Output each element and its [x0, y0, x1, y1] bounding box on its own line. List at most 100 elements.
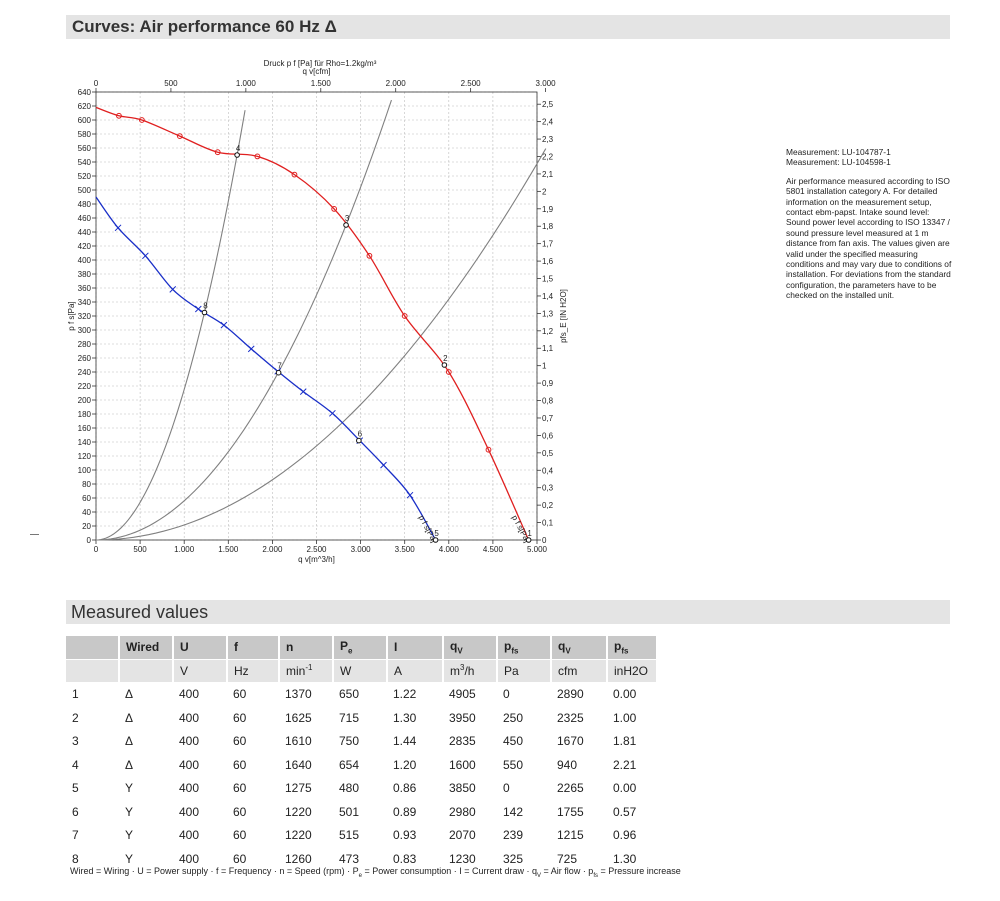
system-curve	[95, 110, 246, 541]
series-marker-circle	[138, 117, 145, 123]
series-marker-circle	[176, 133, 183, 139]
y-tick-label: 220	[78, 382, 92, 391]
table-cell: 1600	[443, 753, 497, 777]
table-cell: Δ	[119, 682, 173, 707]
x-tick-label: 0	[94, 545, 99, 554]
table-row: 6 Y 400 60 1220 501 0.89 2980 142 1755 0.57	[66, 800, 657, 824]
x2-tick-label: 2.500	[461, 79, 482, 88]
air-performance-chart: 0 500 1.000 1.500 2.000 2.500 3.000 3.500 4.000 4…	[67, 59, 568, 564]
table-cell: min-1	[279, 659, 334, 683]
y-tick-label: 140	[78, 438, 92, 447]
table-cell: V	[173, 659, 228, 683]
y-tick-label: 320	[78, 312, 92, 321]
operating-point-marker	[525, 537, 532, 543]
chart-title: Druck p f [Pa] für Rho=1.2kg/m³	[264, 59, 377, 68]
table-cell: 473	[333, 847, 387, 871]
table-cell: Y	[119, 823, 173, 848]
table-cell: Hz	[227, 659, 280, 683]
table-cell: pfs	[607, 636, 658, 660]
operating-point-label: 4	[236, 144, 241, 153]
x2-tick-label: 3.000	[536, 79, 557, 88]
series-marker-circle	[445, 369, 452, 375]
y-tick-label: 240	[78, 368, 92, 377]
table-cell: pfs	[497, 636, 552, 660]
y2-tick-label: 0,7	[542, 414, 554, 423]
table-cell	[66, 636, 120, 660]
y-tick-label: 260	[78, 354, 92, 363]
legend-part-a: Wired = Wiring · U = Power supply · f = …	[70, 866, 359, 876]
table-legend: Wired = Wiring · U = Power supply · f = …	[70, 866, 681, 879]
y-tick-label: 440	[78, 228, 92, 237]
table-cell: 1670	[551, 729, 607, 754]
series-marker-cross	[406, 491, 414, 499]
y-tick-label: 360	[78, 284, 92, 293]
y-tick-label: 560	[78, 144, 92, 153]
y2-tick-label: 1,2	[542, 327, 554, 336]
y2-tick-label: 0,4	[542, 466, 554, 475]
series-marker-circle	[485, 446, 492, 453]
y2-tick-label: 1,1	[542, 344, 554, 353]
series-marker-cross	[142, 252, 149, 260]
x-tick-label: 5.000	[527, 545, 548, 554]
table-cell: 1.30	[387, 706, 443, 730]
y-tick-label: 100	[78, 466, 92, 475]
table-cell: 400	[173, 776, 227, 801]
y2-tick-label: 1,6	[542, 257, 554, 266]
y-tick-label: 580	[78, 130, 92, 139]
operating-point-label: 1	[527, 529, 532, 538]
table-cell: 3850	[443, 776, 497, 801]
table-row: 5 Y 400 60 1275 480 0.86 3850 0 2265 0.00	[66, 776, 657, 801]
y-tick-label: 480	[78, 200, 92, 209]
table-row: 3 Δ 400 60 1610 750 1.44 2835 450 1670 1.81	[66, 729, 657, 754]
x-tick-label: 1.000	[174, 545, 195, 554]
table-cell: Δ	[119, 706, 173, 730]
table-cell: Δ	[119, 753, 173, 777]
table-cell: 2.21	[607, 753, 657, 777]
measurement-id-1: Measurement: LU-104787-1	[786, 147, 891, 157]
table-cell: 1.30	[607, 847, 657, 871]
measured-title: Measured values	[71, 602, 209, 622]
operating-point-label: 7	[277, 362, 282, 371]
table-cell: 3950	[443, 706, 497, 730]
y-tick-label: 640	[78, 88, 92, 97]
y2-tick-label: 0	[542, 536, 547, 545]
operating-point-label: 3	[345, 214, 350, 223]
table-cell: 0.96	[607, 823, 657, 848]
table-cell: 60	[227, 823, 279, 848]
y-tick-label: 20	[82, 522, 91, 531]
table-cell: 480	[333, 776, 387, 801]
x-tick-label: 3.500	[395, 545, 416, 554]
table-cell: 1755	[551, 800, 607, 824]
series-marker-circle	[254, 153, 261, 160]
table-cell: I	[387, 636, 444, 660]
table-cell: 60	[227, 800, 279, 824]
y2-tick-label: 0,3	[542, 484, 554, 493]
operating-point-label: 6	[358, 430, 363, 439]
table-cell: 8	[66, 847, 119, 871]
y-tick-label: 60	[82, 494, 91, 503]
x-tick-label: 3.000	[351, 545, 372, 554]
series-marker-cross	[114, 224, 122, 232]
table-cell: 6	[66, 800, 119, 824]
series-marker-circle	[291, 171, 298, 178]
table-cell: Pa	[497, 659, 552, 683]
y2-tick-label: 2,5	[542, 100, 554, 109]
system-curve	[95, 148, 547, 541]
table-cell: 725	[551, 847, 607, 871]
y2-tick-label: 2,2	[542, 152, 554, 161]
table-cell: m3/h	[443, 659, 498, 683]
table-cell	[66, 659, 120, 683]
y2-tick-label: 0,6	[542, 431, 554, 440]
series-line-1	[95, 196, 437, 541]
table-cell: 1.81	[607, 729, 657, 754]
table-row: 7 Y 400 60 1220 515 0.93 2070 239 1215 0.96	[66, 823, 657, 848]
legend-sub-a: e	[358, 872, 362, 879]
x-axis-label: q v[m^3/h]	[298, 555, 335, 564]
operating-point-label: 5	[434, 529, 439, 538]
table-cell: 4905	[443, 682, 497, 707]
legend-sub-c: fs	[593, 872, 598, 879]
y2-tick-label: 1,9	[542, 205, 554, 214]
table-cell: 0	[497, 776, 551, 801]
system-curve	[95, 99, 392, 541]
series-marker-cross	[220, 321, 228, 329]
